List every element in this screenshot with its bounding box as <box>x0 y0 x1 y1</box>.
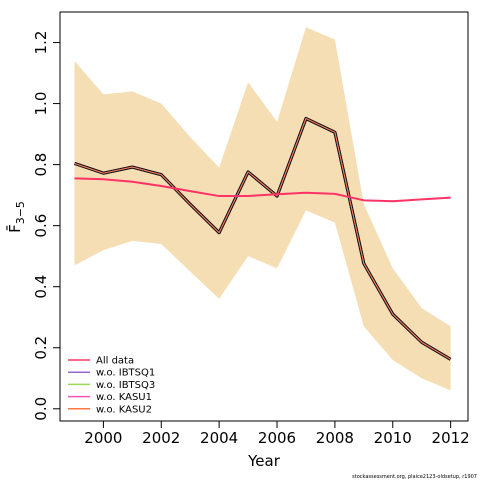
x-tick-label: 2006 <box>258 429 296 447</box>
svg-text:F̄3−5: F̄3−5 <box>5 201 27 233</box>
y-tick-label: 1.2 <box>32 31 50 55</box>
series-layer <box>73 116 452 361</box>
y-axis: 0.0 0.2 0.4 0.6 0.8 1.0 1.2 <box>32 31 60 421</box>
legend-item: w.o. KASU2 <box>68 404 152 415</box>
y-tick-label: 0.2 <box>32 336 50 360</box>
series-line-all-data <box>74 177 451 203</box>
legend-item: w.o. IBTSQ3 <box>68 380 155 391</box>
legend-label: w.o. KASU1 <box>96 392 152 403</box>
legend-item: w.o. IBTSQ1 <box>68 368 155 379</box>
confidence-band <box>74 27 451 391</box>
y-axis-title: F̄3−5 <box>5 201 27 233</box>
y-axis-title-main: F̄ <box>5 224 24 233</box>
x-tick-label: 2002 <box>142 429 180 447</box>
legend-label: w.o. IBTSQ3 <box>96 380 155 391</box>
x-tick-label: 2012 <box>432 429 470 447</box>
x-axis-title: Year <box>247 452 281 470</box>
x-tick-label: 2008 <box>316 429 354 447</box>
y-tick-label: 1.0 <box>32 92 50 116</box>
legend-label: w.o. IBTSQ1 <box>96 368 155 379</box>
y-axis-title-subscript: 3−5 <box>14 201 27 224</box>
legend-item: All data <box>68 356 134 367</box>
series-line-5 <box>74 118 451 360</box>
y-tick-label: 0.0 <box>32 397 50 421</box>
x-tick-label: 2000 <box>84 429 122 447</box>
x-axis: 2000 2002 2004 2006 2008 2010 2012 <box>84 421 470 447</box>
y-tick-label: 0.8 <box>32 153 50 177</box>
legend-item: w.o. KASU1 <box>68 392 152 403</box>
plot-frame <box>59 11 469 422</box>
confidence-band-layer <box>74 27 451 391</box>
y-tick-label: 0.4 <box>32 275 50 299</box>
legend-label: w.o. KASU2 <box>96 404 152 415</box>
y-tick-label: 0.6 <box>32 214 50 238</box>
legend-label: All data <box>96 356 134 367</box>
x-tick-label: 2004 <box>200 429 238 447</box>
footnote: stockassessment.org, plaice2123-oldsetup… <box>352 474 477 480</box>
x-tick-label: 2010 <box>374 429 412 447</box>
